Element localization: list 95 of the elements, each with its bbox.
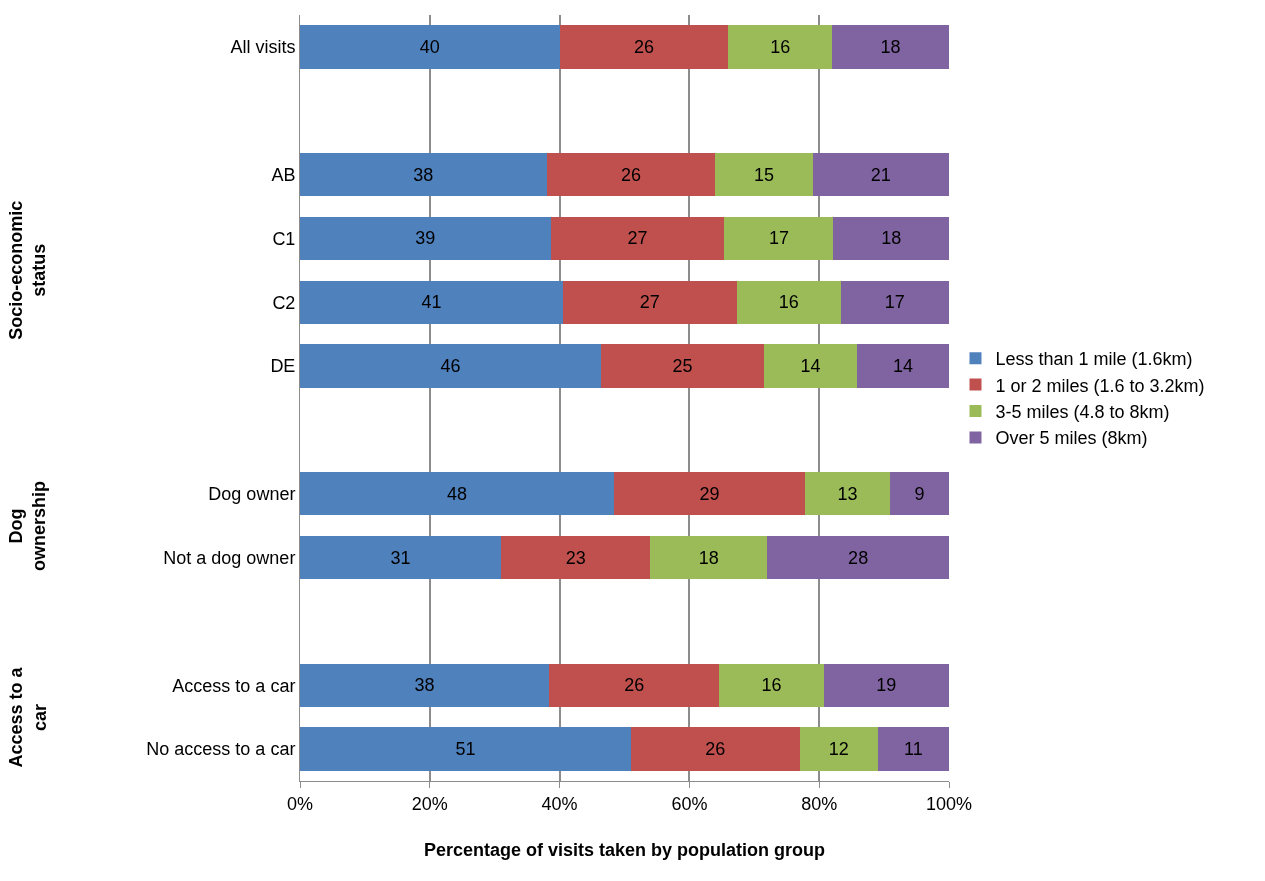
text: Dog ownership [5,481,50,572]
y-tick-label: No access to a car [146,739,296,760]
data-label: 18 [698,547,719,568]
bar [764,344,857,388]
data-label: 40 [419,36,440,57]
data-label: 29 [699,483,720,504]
x-axis-title: Percentage of visits taken by population group [423,839,826,860]
data-label: 39 [415,228,436,249]
bar [300,727,631,771]
bar [889,472,949,516]
data-label: 26 [633,36,654,57]
bar [601,344,765,388]
bar [799,727,878,771]
bar [546,152,716,197]
y-tick-label: Not a dog owner [163,547,296,568]
legend-label: Over 5 miles (8km) [995,428,1148,449]
data-label: 38 [413,164,434,185]
text: Access to a car [6,666,50,768]
data-label: 48 [447,483,468,504]
data-label: 26 [620,164,642,185]
bar [877,727,949,771]
bar [549,663,720,707]
y-tick-label: C2 [272,292,296,313]
legend-label: 3-5 miles (4.8 to 8km) [995,402,1170,423]
y-tick-label: Dog owner [208,484,296,505]
bar [300,280,563,324]
x-tick-label: 40% [541,793,578,814]
y-tick-label: AB [271,164,296,185]
y-tick-label: All visits [230,37,296,58]
bar [728,25,833,69]
bar [804,472,890,516]
legend-label: 1 or 2 miles (1.6 to 3.2km) [995,375,1205,396]
data-label: 14 [800,356,821,377]
bar [823,663,949,707]
data-label: 46 [440,356,461,377]
data-label: 41 [421,292,442,313]
data-label: 16 [761,675,782,696]
bar [300,663,550,707]
data-label: 16 [778,292,799,313]
bar [300,25,560,69]
bar [715,152,813,197]
data-label: 12 [828,739,849,760]
bar [501,535,651,580]
bar [856,344,949,388]
bar [300,535,502,580]
data-label: 19 [876,675,897,696]
bar [300,152,547,197]
data-label: 15 [754,164,775,185]
bar [719,663,824,707]
data-label: 11 [903,739,923,760]
data-label: 23 [565,547,586,568]
x-tick-label: 60% [671,793,708,814]
data-label: 18 [880,36,901,57]
text: Socio-economic status [6,200,50,340]
bar [300,472,615,516]
data-label: 17 [884,292,905,313]
y-tick-label: Access to a car [172,675,296,696]
data-label: 27 [627,228,648,249]
bar [300,344,602,388]
y-tick-label: C1 [272,228,296,249]
bar [630,727,800,771]
data-label: 38 [414,675,435,696]
y-tick-label: DE [270,356,296,377]
bar [550,216,725,261]
bar [840,280,949,324]
bar [614,472,805,516]
data-label: 13 [837,483,858,504]
data-label: 28 [848,547,869,568]
bar [559,25,729,69]
data-label: 21 [870,164,891,185]
bar [833,216,949,261]
data-label: 25 [672,356,693,377]
data-label: 51 [455,739,476,760]
data-label: 9 [914,483,925,504]
data-label: 16 [770,36,791,57]
bar [736,280,841,324]
bar [767,535,949,580]
bar [724,216,834,261]
data-label: 26 [624,675,645,696]
legend-label: Less than 1 mile (1.6km) [995,349,1193,370]
x-tick-label: 80% [801,793,838,814]
data-label: 14 [892,356,913,377]
data-label: 17 [768,228,789,249]
x-tick-label: 0% [286,793,314,814]
x-tick-label: 20% [411,793,448,814]
bar [650,535,768,580]
x-tick-label: 100% [925,793,973,814]
bar [832,25,949,69]
data-label: 27 [639,292,660,313]
data-label: 18 [881,228,902,249]
data-label: 26 [705,739,726,760]
data-label: 31 [390,547,411,568]
bar [812,152,949,197]
bar [300,216,551,261]
bar [562,280,737,324]
